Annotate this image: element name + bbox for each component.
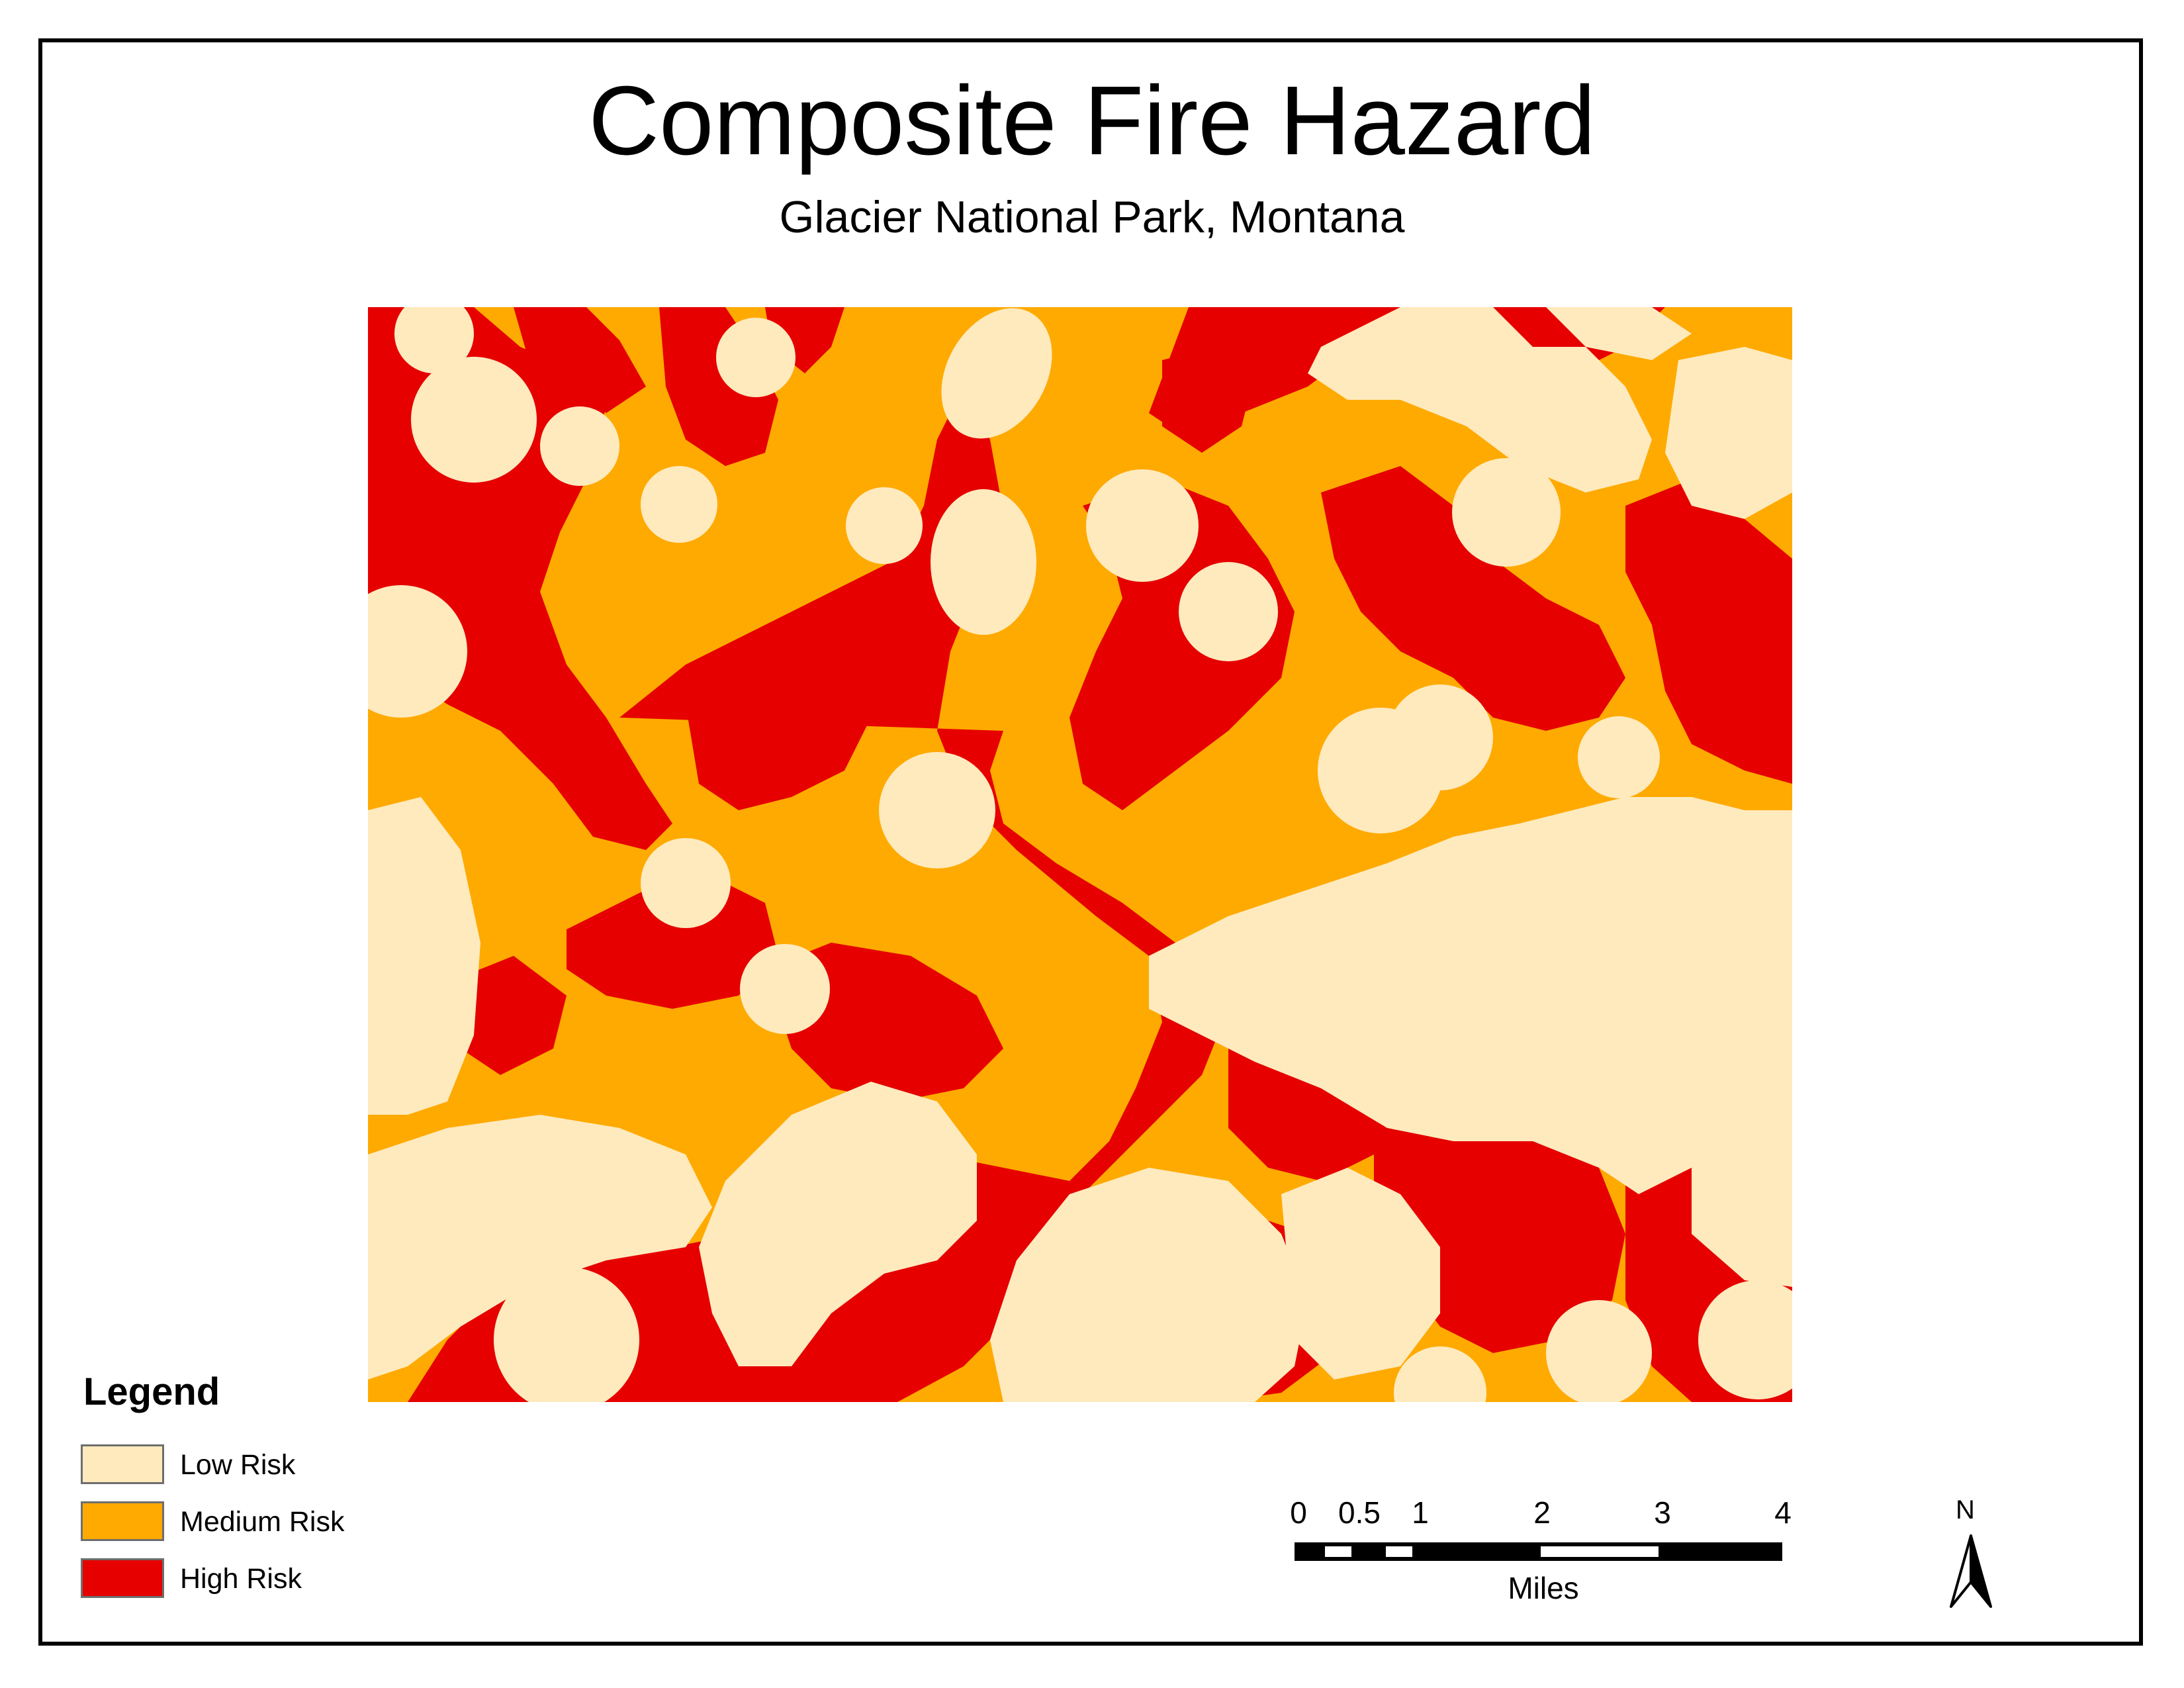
scale-bar [1295,1542,1782,1561]
legend-label-medium: Medium Risk [180,1506,345,1538]
scale-units: Miles [1508,1571,1579,1605]
legend-label-high: High Risk [180,1563,302,1595]
legend-swatch-medium [81,1501,164,1541]
scale-tick-3: 3 [1654,1495,1671,1530]
scale-tick-2: 2 [1533,1495,1551,1530]
legend-label-low: Low Risk [180,1449,296,1481]
legend-title: Legend [83,1370,220,1413]
map-frame [38,38,2143,1646]
north-arrow-icon [1950,1534,1992,1608]
scale-tick-0: 0 [1290,1495,1307,1530]
map-subtitle: Glacier National Park, Montana [779,192,1405,242]
scale-tick-4: 4 [1774,1495,1792,1530]
scale-tick-0-5: 0.5 [1338,1495,1381,1530]
low-risk-areas [368,307,1792,1402]
hazard-map [368,307,1792,1402]
map-title: Composite Fire Hazard [588,66,1596,175]
north-label: N [1956,1495,1975,1524]
scale-tick-1: 1 [1412,1495,1429,1530]
legend-swatch-low [81,1444,164,1484]
legend-swatch-high [81,1558,164,1598]
